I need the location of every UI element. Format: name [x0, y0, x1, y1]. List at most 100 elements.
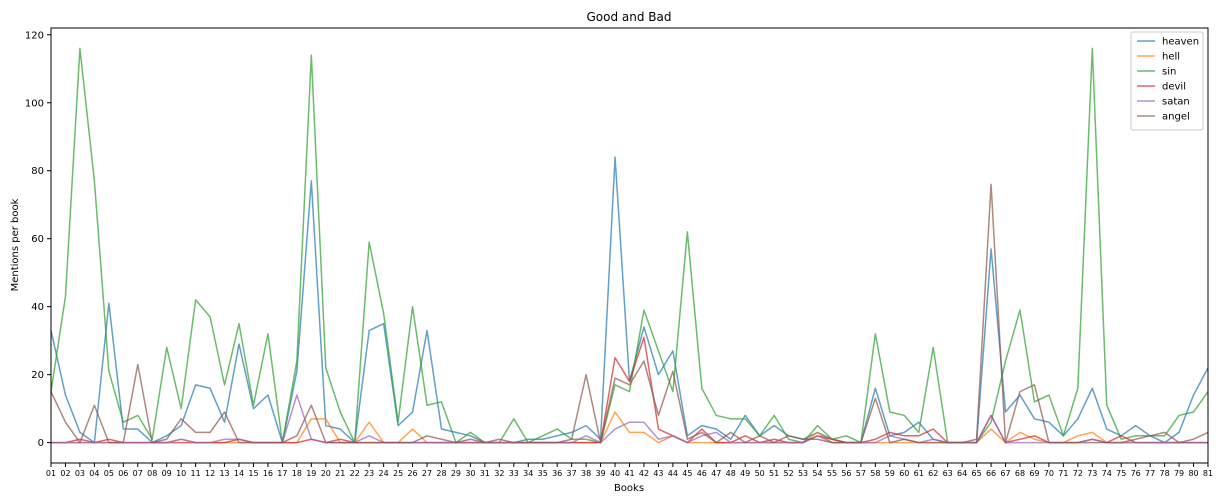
x-tick-label: 29	[451, 469, 461, 478]
legend-label-devil: devil	[1162, 82, 1186, 93]
x-tick-label: 12	[205, 469, 215, 478]
x-tick-label: 22	[350, 469, 360, 478]
x-tick-label: 19	[306, 469, 316, 478]
legend-label-angel: angel	[1162, 112, 1190, 123]
x-tick-label: 56	[841, 469, 851, 478]
x-tick-label: 18	[292, 469, 302, 478]
x-tick-label: 05	[104, 469, 114, 478]
x-tick-label: 62	[928, 469, 938, 478]
x-tick-label: 54	[812, 469, 822, 478]
x-tick-label: 55	[827, 469, 837, 478]
x-tick-label: 07	[133, 469, 143, 478]
x-tick-label: 73	[1087, 469, 1097, 478]
y-tick-label: 40	[31, 302, 44, 313]
x-tick-label: 28	[436, 469, 446, 478]
x-tick-label: 40	[610, 469, 620, 478]
x-tick-label: 03	[75, 469, 85, 478]
x-tick-label: 09	[162, 469, 172, 478]
x-tick-label: 60	[899, 469, 909, 478]
legend-label-sin: sin	[1162, 67, 1176, 78]
x-tick-label: 21	[335, 469, 345, 478]
x-tick-label: 20	[321, 469, 331, 478]
x-tick-label: 59	[885, 469, 895, 478]
x-tick-label: 65	[972, 469, 982, 478]
y-tick-label: 60	[31, 234, 44, 245]
x-tick-label: 61	[914, 469, 924, 478]
x-tick-label: 35	[538, 469, 548, 478]
x-tick-label: 42	[639, 469, 649, 478]
x-tick-label: 69	[1029, 469, 1039, 478]
x-tick-label: 49	[740, 469, 750, 478]
x-tick-label: 32	[494, 469, 504, 478]
x-tick-label: 06	[118, 469, 128, 478]
x-tick-label: 15	[248, 469, 258, 478]
x-tick-label: 10	[176, 469, 186, 478]
y-axis-title: Mentions per book	[10, 198, 21, 291]
x-tick-label: 50	[755, 469, 765, 478]
x-tick-label: 74	[1102, 469, 1112, 478]
x-tick-label: 71	[1058, 469, 1068, 478]
x-tick-label: 30	[465, 469, 475, 478]
x-tick-label: 37	[567, 469, 577, 478]
x-tick-label: 33	[509, 469, 519, 478]
legend-label-satan: satan	[1162, 97, 1190, 108]
x-tick-label: 11	[191, 469, 201, 478]
x-tick-label: 34	[523, 469, 533, 478]
x-tick-label: 26	[407, 469, 417, 478]
x-tick-label: 78	[1160, 469, 1170, 478]
x-tick-label: 76	[1131, 469, 1141, 478]
x-tick-label: 27	[422, 469, 432, 478]
x-tick-label: 53	[798, 469, 808, 478]
x-tick-label: 80	[1188, 469, 1198, 478]
x-tick-label: 66	[986, 469, 996, 478]
x-tick-label: 01	[46, 469, 56, 478]
series-line-hell	[51, 411, 1208, 444]
x-tick-label: 64	[957, 469, 967, 478]
x-tick-label: 81	[1203, 469, 1213, 478]
x-tick-label: 51	[769, 469, 779, 478]
legend-label-heaven: heaven	[1162, 37, 1199, 48]
x-tick-label: 02	[60, 469, 70, 478]
legend-label-hell: hell	[1162, 52, 1180, 63]
x-tick-label: 57	[856, 469, 866, 478]
y-tick-label: 80	[31, 166, 44, 177]
y-tick-label: 0	[38, 438, 44, 449]
series-line-sin	[50, 47, 1209, 444]
x-tick-label: 36	[552, 469, 562, 478]
y-tick-label: 100	[25, 98, 44, 109]
x-tick-label: 39	[595, 469, 605, 478]
x-tick-label: 25	[393, 469, 403, 478]
x-tick-label: 44	[668, 469, 678, 478]
x-tick-label: 52	[783, 469, 793, 478]
y-tick-label: 20	[31, 370, 44, 381]
x-tick-label: 70	[1044, 469, 1054, 478]
x-tick-label: 16	[263, 469, 273, 478]
legend: heaven hell sin devil satan angel	[1130, 31, 1204, 131]
x-tick-label: 38	[581, 469, 591, 478]
x-tick-label: 63	[943, 469, 953, 478]
x-tick-label: 67	[1000, 469, 1010, 478]
x-tick-label: 47	[711, 469, 721, 478]
x-tick-label: 77	[1145, 469, 1155, 478]
x-tick-label: 23	[364, 469, 374, 478]
x-tick-label: 14	[234, 469, 244, 478]
x-tick-label: 68	[1015, 469, 1025, 478]
x-tick-label: 31	[480, 469, 490, 478]
x-tick-label: 04	[89, 469, 99, 478]
x-tick-label: 43	[653, 469, 663, 478]
x-tick-label: 24	[379, 469, 389, 478]
axes: 0 20 40 60 80 100 120 01 02 03 04 05 06 07 08 09 10 11 12 1…	[25, 27, 1213, 478]
x-tick-label: 41	[624, 469, 634, 478]
x-tick-label: 79	[1174, 469, 1184, 478]
x-tick-label: 48	[726, 469, 736, 478]
x-tick-label: 17	[277, 469, 287, 478]
x-tick-label: 58	[870, 469, 880, 478]
series-line-angel	[50, 183, 1209, 444]
x-tick-label: 45	[682, 469, 692, 478]
x-tick-label: 46	[697, 469, 707, 478]
y-tick-label: 120	[25, 30, 44, 41]
plot-area	[50, 47, 1209, 444]
x-tick-label: 75	[1116, 469, 1126, 478]
x-axis-title: Books	[614, 483, 644, 494]
